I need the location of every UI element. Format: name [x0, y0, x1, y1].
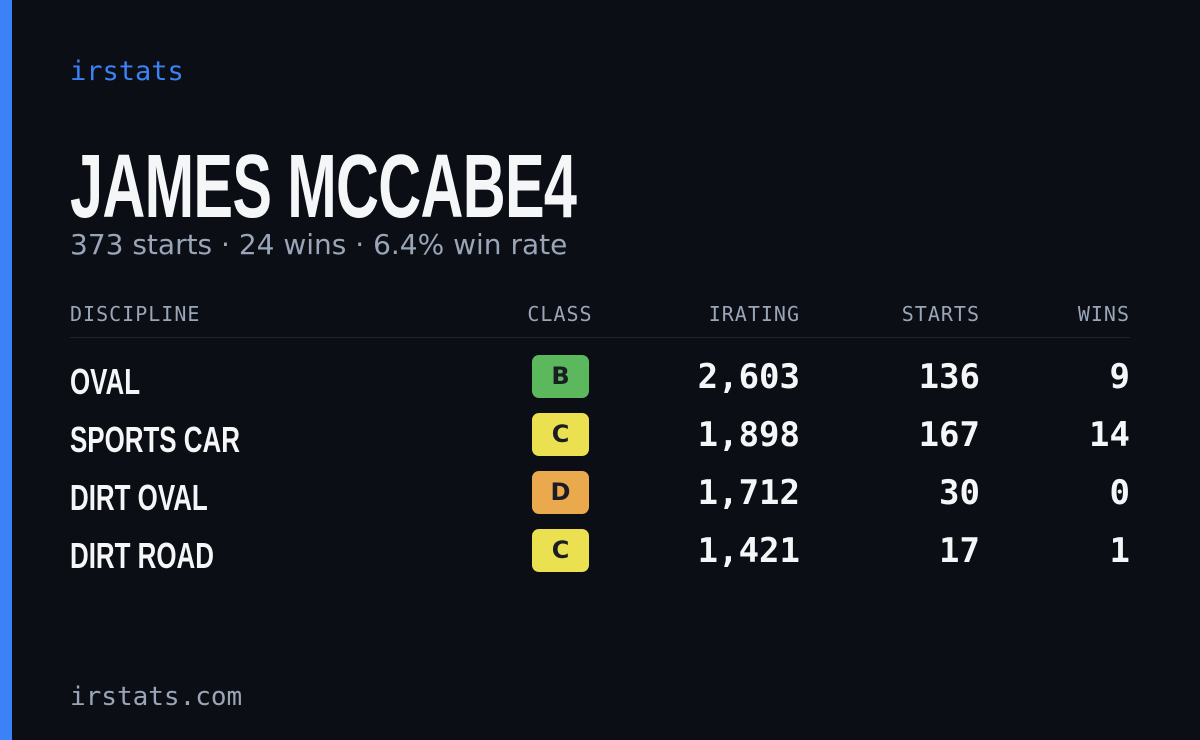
discipline: DIRT OVAL	[70, 477, 208, 518]
wins: 9	[1109, 357, 1130, 397]
header-rule	[70, 337, 1130, 338]
discipline: SPORTS CAR	[70, 419, 240, 460]
column-header: IRATING	[708, 302, 800, 326]
class-badge: C	[532, 413, 589, 456]
discipline: OVAL	[70, 361, 141, 402]
footer: irstats.com	[70, 682, 243, 712]
irating: 1,898	[697, 415, 800, 455]
starts: 136	[918, 357, 980, 397]
brand: irstats	[70, 56, 184, 87]
starts: 167	[918, 415, 980, 455]
discipline: DIRT ROAD	[70, 535, 214, 576]
wins: 1	[1109, 531, 1130, 571]
starts: 30	[939, 473, 980, 513]
column-header: WINS	[1077, 302, 1130, 326]
class-badge: C	[532, 529, 589, 572]
column-header: CLASS	[527, 302, 593, 326]
class-badge: D	[532, 471, 589, 514]
column-header: DISCIPLINE	[70, 302, 201, 326]
irating: 2,603	[697, 357, 800, 397]
wins: 14	[1089, 415, 1130, 455]
irating: 1,712	[697, 473, 800, 513]
column-header: STARTS	[901, 302, 980, 326]
driver-name: JAMES MCCABE4	[70, 137, 577, 237]
irating: 1,421	[697, 531, 800, 571]
accent-stripe	[0, 0, 12, 740]
class-badge: B	[532, 355, 589, 398]
starts: 17	[939, 531, 980, 571]
driver-summary: 373 starts · 24 wins · 6.4% win rate	[70, 228, 568, 261]
wins: 0	[1109, 473, 1130, 513]
